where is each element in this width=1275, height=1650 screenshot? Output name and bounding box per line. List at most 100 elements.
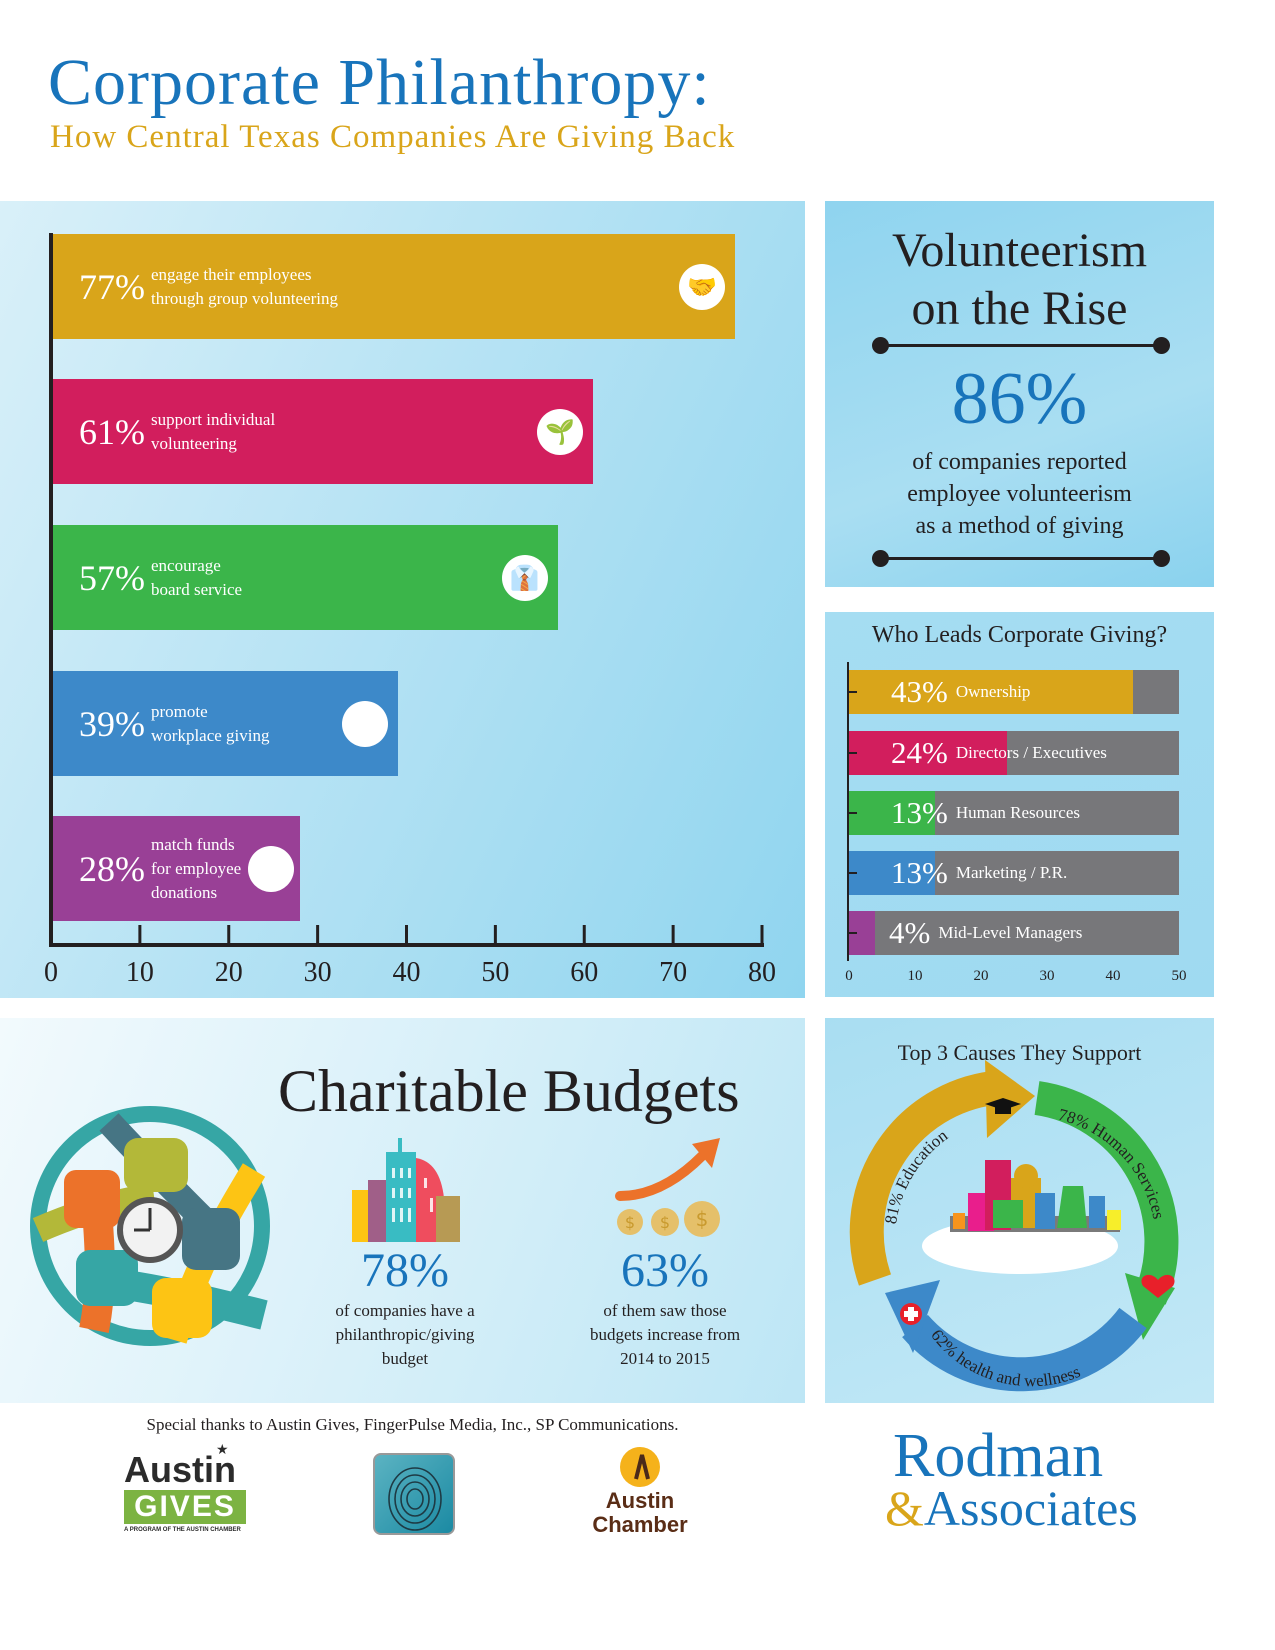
budget-stat-line: budgets increase from	[589, 1325, 741, 1344]
budget-stat-value: 78%	[361, 1244, 449, 1297]
who-x-tick-label: 10	[907, 968, 923, 984]
star-icon: ★	[216, 1442, 229, 1458]
budget-stat-63: 63% of them saw those budgets increase f…	[560, 1247, 770, 1371]
austin-chamber-line1: Austin	[605, 1488, 675, 1513]
bar-category-label: encourage board service	[151, 555, 243, 599]
page-title: Corporate Philanthropy:	[48, 46, 711, 119]
medical-cross-icon	[900, 1303, 922, 1325]
x-tick-label: 70	[659, 957, 688, 988]
who-y-tick	[849, 872, 857, 874]
austin-chamber-text: Austin Chamber	[580, 1489, 700, 1537]
education-arrowhead	[985, 1060, 1035, 1138]
special-thanks: Special thanks to Austin Gives, FingerPu…	[146, 1415, 679, 1434]
who-bar-row: 13% Marketing / P.R.	[849, 851, 1179, 895]
who-bar-row: 4% Mid-Level Managers	[849, 911, 1179, 955]
budget-stat-line: philanthropic/giving	[335, 1325, 475, 1344]
who-bar-label: 24% Directors / Executives	[891, 731, 1107, 775]
city-buildings-icon	[352, 1138, 460, 1242]
who-value-label: 13%	[891, 855, 948, 890]
svg-text:$: $	[696, 1207, 709, 1231]
who-bar-label: 13% Human Resources	[891, 791, 1080, 835]
x-tick-label: 20	[214, 957, 243, 988]
hands-plant-icon: 🌱	[537, 408, 584, 455]
bar-category-label: support individual volunteering	[151, 409, 276, 453]
ampersand: &	[885, 1480, 924, 1536]
austin-gives-logo: Austin ★ GIVES A PROGRAM OF THE AUSTIN C…	[124, 1442, 252, 1542]
austin-skyline-icon	[922, 1160, 1121, 1274]
chart-axes	[49, 233, 764, 947]
budget-stat-line: of companies have a	[335, 1301, 475, 1320]
chamber-emblem-icon	[620, 1447, 660, 1487]
x-tick-label: 30	[303, 957, 332, 988]
budget-stat-line: of them saw those	[603, 1301, 727, 1320]
bar-2: 61% support individual volunteering 🌱	[53, 379, 594, 484]
who-x-tick-label: 20	[973, 968, 989, 984]
volunteerism-desc-line: as a method of giving	[915, 513, 1124, 539]
who-value-label: 24%	[891, 735, 948, 770]
bar-value-label: 61%	[79, 411, 145, 452]
who-value-label: 43%	[891, 674, 948, 709]
who-bar-fill	[849, 791, 935, 835]
necktie-icon: 👔	[501, 554, 548, 601]
budget-stat-line: budget	[381, 1349, 429, 1368]
volunteerism-desc-line: of companies reported	[912, 449, 1127, 475]
budget-stat-value: 63%	[621, 1244, 709, 1297]
x-tick-label: 40	[392, 957, 421, 988]
volunteerism-desc-line: employee volunteerism	[907, 481, 1132, 507]
volunteerism-title: Volunteerism on the Rise	[825, 222, 1214, 338]
x-tick-label: 10	[125, 957, 154, 988]
who-x-tick-label: 40	[1105, 968, 1121, 984]
bar-value-label: 28%	[79, 848, 145, 889]
budgets-title: Charitable Budgets	[278, 1058, 740, 1124]
who-bar-fill	[849, 670, 1133, 714]
x-tick-label: 0	[44, 957, 58, 988]
who-bar-label: 43% Ownership	[891, 670, 1030, 714]
x-tick-label: 80	[748, 957, 776, 988]
who-category-label: Ownership	[955, 682, 1031, 701]
bar-category-label: promote workplace giving	[151, 701, 270, 745]
x-tick-label: 50	[481, 957, 510, 988]
who-y-tick	[849, 752, 857, 754]
who-bar-fill	[849, 731, 1008, 775]
rodman-brand-line2: &Associates	[885, 1483, 1138, 1533]
education-arc	[849, 1071, 996, 1286]
volunteerism-description: of companies reported employee volunteer…	[825, 446, 1214, 542]
heart-icon	[1141, 1274, 1175, 1298]
bar-category-label: match funds for employee donations	[151, 834, 242, 902]
health-arc	[902, 1307, 1147, 1392]
austin-chamber-logo: Austin Chamber	[580, 1447, 700, 1542]
svg-text:$: $	[660, 1213, 670, 1232]
city-buildings-icon: 🏙	[341, 700, 388, 747]
budget-stat-line: 2014 to 2015	[620, 1349, 710, 1368]
graduation-cap-icon	[985, 1098, 1021, 1114]
who-y-tick	[849, 932, 857, 934]
who-bar-row: 13% Human Resources	[849, 791, 1179, 835]
coins-up-arrow-icon: $ $ $	[615, 1138, 720, 1237]
divider-bottom	[872, 550, 1170, 567]
volunteerism-stat: 86%	[951, 358, 1088, 440]
causes-title: Top 3 Causes They Support	[897, 1040, 1142, 1065]
who-category-label: Directors / Executives	[955, 743, 1107, 762]
budget-stat-text: of them saw those budgets increase from …	[560, 1299, 770, 1371]
who-bar-row: 24% Directors / Executives	[849, 731, 1179, 775]
who-bar-fill	[849, 851, 935, 895]
x-tick-label: 60	[570, 957, 599, 988]
bar-category-label: engage their employees through group volu…	[151, 264, 338, 308]
who-x-tick-label: 50	[1171, 968, 1187, 984]
bar-value-label: 77%	[79, 266, 145, 307]
bar-value-label: 57%	[79, 557, 145, 598]
associates-text: Associates	[923, 1480, 1138, 1536]
fingerpulse-logo	[373, 1453, 455, 1535]
bar-3: 57% encourage board service 👔	[53, 525, 558, 630]
bar-4: 39% promote workplace giving 🏙	[53, 671, 398, 776]
bar-value-label: 39%	[79, 703, 145, 744]
austin-gives-logo-tagline: A PROGRAM OF THE AUSTIN CHAMBER	[124, 1527, 241, 1533]
page-subtitle: How Central Texas Companies Are Giving B…	[50, 119, 736, 155]
who-x-tick-label: 30	[1039, 968, 1055, 984]
who-value-label: 13%	[891, 795, 948, 830]
austin-chamber-line2: Chamber	[592, 1512, 688, 1537]
human-services-arc	[1034, 1081, 1179, 1305]
who-value-label: 4%	[889, 915, 931, 950]
who-leads-title: Who Leads Corporate Giving?	[871, 622, 1168, 648]
who-category-label: Marketing / P.R.	[955, 863, 1068, 882]
